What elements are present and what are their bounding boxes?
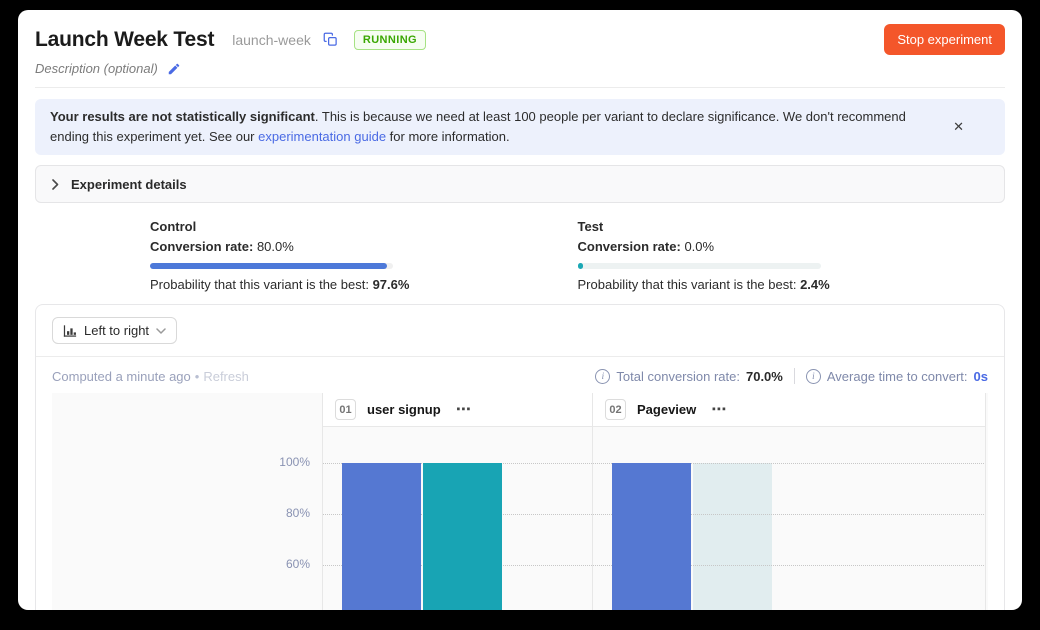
variant-name: Control (150, 219, 197, 235)
description-row: Description (optional) (35, 61, 1005, 76)
funnel-bar-control (612, 463, 691, 610)
avg-time-value: 0s (973, 368, 988, 384)
variant-name: Test (577, 219, 604, 235)
y-axis-label: 60% (285, 557, 310, 572)
step-name: Pageview (637, 402, 697, 418)
probability-line: Probability that this variant is the bes… (150, 277, 578, 292)
page-title: Launch Week Test (35, 27, 215, 51)
probability-bar-fill (150, 263, 388, 270)
banner-tail: for more information. (386, 129, 510, 145)
view-mode-label: Left to right (84, 323, 150, 339)
probability-bar-track (577, 263, 821, 270)
banner-lead: Your results are not statistically signi… (50, 109, 315, 124)
banner-text: Your results are not statistically signi… (50, 107, 943, 147)
y-axis-label: 80% (285, 506, 310, 521)
step-number-badge: 02 (605, 399, 626, 421)
step-name: user signup (367, 402, 441, 418)
experiment-details-toggle[interactable]: Experiment details (35, 165, 1005, 204)
info-icon[interactable]: i (805, 368, 821, 384)
funnel-step-header: 01 user signup ⋯ (322, 393, 592, 428)
description-placeholder[interactable]: Description (optional) (35, 61, 158, 76)
edit-pencil-icon[interactable] (167, 62, 181, 76)
probability-value: 97.6% (372, 277, 410, 293)
experiment-details-label: Experiment details (71, 176, 187, 192)
chart-column-separator (592, 393, 593, 610)
chevron-right-icon (52, 178, 59, 190)
conversion-rate-label: Conversion rate: (150, 239, 254, 255)
funnel-chart: 100% 80% 60% 01 user signup ⋯ 02 Pageview ⋯ (52, 393, 988, 610)
results-panel: Left to right Computed a minute ago • Refr… (35, 304, 1005, 610)
step-number-badge: 01 (335, 399, 356, 421)
variant-card-control: Control Conversion rate: 80.0% Probabili… (150, 219, 578, 292)
chart-column-separator (985, 393, 986, 610)
banner-body: . This is because we need at least 100 p… (50, 109, 906, 145)
avg-time-label: Average time to convert: (826, 368, 968, 384)
dot-separator: • (194, 368, 200, 384)
total-conversion-label: Total conversion rate: (616, 368, 740, 384)
close-icon[interactable]: ✕ (953, 119, 964, 135)
conversion-rate-value: 80.0% (256, 239, 294, 255)
step-menu-icon[interactable]: ⋯ (711, 401, 728, 419)
significance-banner: Your results are not statistically signi… (35, 99, 1005, 156)
funnel-step-header: 02 Pageview ⋯ (592, 393, 986, 428)
bar-chart-icon (63, 324, 77, 338)
chart-column-separator (322, 393, 323, 610)
probability-label: Probability that this variant is the bes… (150, 277, 369, 293)
probability-bar-track (150, 263, 393, 270)
info-icon[interactable]: i (595, 368, 611, 384)
conversion-rate-value: 0.0% (684, 239, 715, 255)
divider (793, 368, 795, 385)
total-conversion-value: 70.0% (745, 368, 783, 384)
probability-line: Probability that this variant is the bes… (578, 277, 1006, 292)
results-meta-row: Computed a minute ago • Refresh i Total co… (36, 357, 1004, 393)
title-row: Launch Week Test launch-week RUNNING Sto… (35, 24, 1005, 55)
funnel-bar-control (342, 463, 421, 610)
variant-card-test: Test Conversion rate: 0.0% Probability t… (577, 219, 1006, 292)
stop-experiment-button[interactable]: Stop experiment (884, 24, 1005, 55)
experiment-slug: launch-week (232, 31, 311, 48)
probability-bar-fill (577, 263, 584, 270)
funnel-bar-dropoff-test (693, 463, 772, 610)
results-toolbar: Left to right (36, 305, 1004, 358)
probability-value: 2.4% (800, 277, 830, 293)
conversion-rate-label: Conversion rate: (577, 239, 681, 255)
view-mode-dropdown[interactable]: Left to right (52, 317, 178, 345)
conversion-rate-line: Conversion rate: 0.0% (578, 239, 1006, 254)
computed-status: Computed a minute ago • Refresh (52, 369, 249, 384)
status-badge: RUNNING (353, 29, 426, 50)
conversion-rate-line: Conversion rate: 80.0% (150, 239, 578, 254)
chevron-down-icon (156, 328, 166, 334)
experimentation-guide-link[interactable]: experimentation guide (258, 129, 387, 145)
computed-timestamp: Computed a minute ago (52, 368, 191, 384)
step-menu-icon[interactable]: ⋯ (455, 401, 472, 419)
variant-summary: Control Conversion rate: 80.0% Probabili… (35, 219, 1005, 292)
probability-label: Probability that this variant is the bes… (577, 277, 797, 293)
refresh-button[interactable]: Refresh (203, 368, 249, 384)
experiment-page-card: Launch Week Test launch-week RUNNING Sto… (18, 10, 1022, 610)
copy-icon[interactable] (323, 32, 338, 47)
page-header: Launch Week Test launch-week RUNNING Sto… (35, 10, 1005, 88)
results-summary-stats: i Total conversion rate: 70.0% i Average… (595, 368, 988, 385)
funnel-bar-test (423, 463, 502, 610)
y-axis-label: 100% (279, 455, 310, 470)
